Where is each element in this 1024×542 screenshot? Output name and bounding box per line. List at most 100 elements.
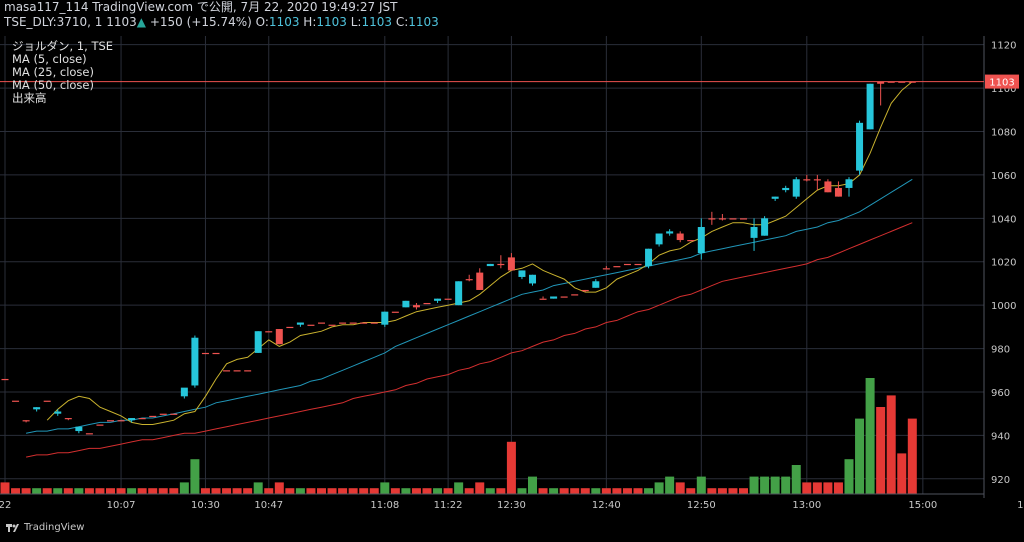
volume-bar xyxy=(63,488,73,494)
volume-bar xyxy=(390,488,400,494)
publish-info-line: masa117_114 TradingView.com で公開, 7月 22, … xyxy=(4,0,1024,15)
candle-body xyxy=(729,218,737,220)
volume-bar xyxy=(528,476,537,494)
volume-bar xyxy=(739,488,748,494)
volume-bar xyxy=(907,418,917,494)
candle-body xyxy=(307,324,315,326)
volume-bar xyxy=(0,482,10,494)
volume-bar xyxy=(433,488,443,494)
volume-bar xyxy=(454,482,464,494)
candle-body xyxy=(54,411,62,414)
low-value: 1103 xyxy=(361,15,393,29)
candle-body xyxy=(887,81,895,83)
candle-body xyxy=(149,415,157,418)
volume-bar xyxy=(612,488,622,494)
volume-bar xyxy=(886,395,896,494)
volume-bar xyxy=(812,482,822,494)
volume-bar xyxy=(559,488,569,494)
candle-body xyxy=(486,263,494,267)
volume-bar xyxy=(644,488,654,494)
volume-bar xyxy=(717,488,727,494)
candle-body xyxy=(191,337,199,386)
candle-body xyxy=(908,81,916,83)
volume-bar xyxy=(549,488,559,494)
candle-body xyxy=(718,218,726,220)
candle-body xyxy=(455,281,463,306)
candle-body xyxy=(813,179,821,181)
candle-body xyxy=(645,248,653,267)
candle-body xyxy=(402,300,410,308)
candle-body xyxy=(212,352,220,355)
volume-bar xyxy=(200,488,210,494)
candle-body xyxy=(265,331,273,333)
tradingview-watermark[interactable]: TradingView xyxy=(6,522,84,533)
candle-body xyxy=(381,311,389,325)
x-tick-label: 12:40 xyxy=(592,500,621,511)
ma50-line xyxy=(25,222,913,458)
volume-bar xyxy=(158,488,168,494)
volume-bar xyxy=(823,482,833,494)
volume-bar xyxy=(95,488,105,494)
volume-bar xyxy=(485,488,495,494)
volume-bar xyxy=(475,482,485,494)
volume-bar xyxy=(169,488,179,494)
ma5-line xyxy=(46,81,913,425)
candles xyxy=(1,81,916,435)
x-tick-label: 11:22 xyxy=(434,500,463,511)
symbol-label: TSE_DLY:3710, 1 1103 xyxy=(4,15,137,29)
legend-ma25: MA (25, close) xyxy=(12,65,94,79)
candle-body xyxy=(412,305,420,308)
volume-bar xyxy=(179,482,189,494)
volume-bar xyxy=(306,488,316,494)
y-tick-label: 960 xyxy=(991,388,1010,399)
volume-bar xyxy=(253,482,263,494)
watermark-label: TradingView xyxy=(24,522,85,533)
candle-body xyxy=(834,187,842,197)
close-value: 1103 xyxy=(408,15,439,29)
candle-body xyxy=(476,272,484,290)
x-tick-label: 12:30 xyxy=(497,500,526,511)
y-tick-label: 1080 xyxy=(991,128,1016,139)
y-tick-label: 1020 xyxy=(991,258,1016,269)
volume-bar xyxy=(844,459,854,494)
volume-bar xyxy=(32,488,42,494)
volume-bar xyxy=(665,476,675,494)
volume-bar xyxy=(781,476,791,494)
open-label: O: xyxy=(255,15,269,29)
volume-bar xyxy=(274,482,284,494)
up-arrow-icon: ▲ xyxy=(136,15,147,29)
y-tick-label: 1060 xyxy=(991,171,1016,182)
candle-body xyxy=(507,257,515,271)
volume-bar xyxy=(84,488,94,494)
candle-body xyxy=(550,296,558,299)
high-label: H: xyxy=(303,15,317,29)
y-tick-label: 980 xyxy=(991,345,1010,356)
volume-bar xyxy=(876,407,886,494)
volume-bar xyxy=(359,488,369,494)
candle-body xyxy=(740,218,747,220)
candle-body xyxy=(782,187,790,191)
y-tick-label: 1120 xyxy=(991,41,1016,52)
volume-bar xyxy=(760,476,770,494)
candle-body xyxy=(518,270,526,277)
volume-bar xyxy=(11,488,21,494)
candle-body xyxy=(571,294,579,296)
candle-body xyxy=(370,322,378,324)
candle-body xyxy=(64,418,72,420)
y-tick-label: 940 xyxy=(991,431,1010,442)
candle-body xyxy=(666,231,674,234)
volume-bar xyxy=(222,488,232,494)
grid-lines xyxy=(0,36,984,494)
candle-body xyxy=(434,298,442,301)
volume-bar xyxy=(675,482,685,494)
candle-body xyxy=(138,418,146,420)
y-tick-label: 1000 xyxy=(991,301,1016,312)
volume-bar xyxy=(601,488,611,494)
candle-body xyxy=(824,181,832,193)
volume-bar xyxy=(570,488,580,494)
candle-body xyxy=(697,227,705,254)
candle-body xyxy=(613,266,621,268)
candle-body xyxy=(856,122,864,171)
volume-bar xyxy=(327,488,337,494)
